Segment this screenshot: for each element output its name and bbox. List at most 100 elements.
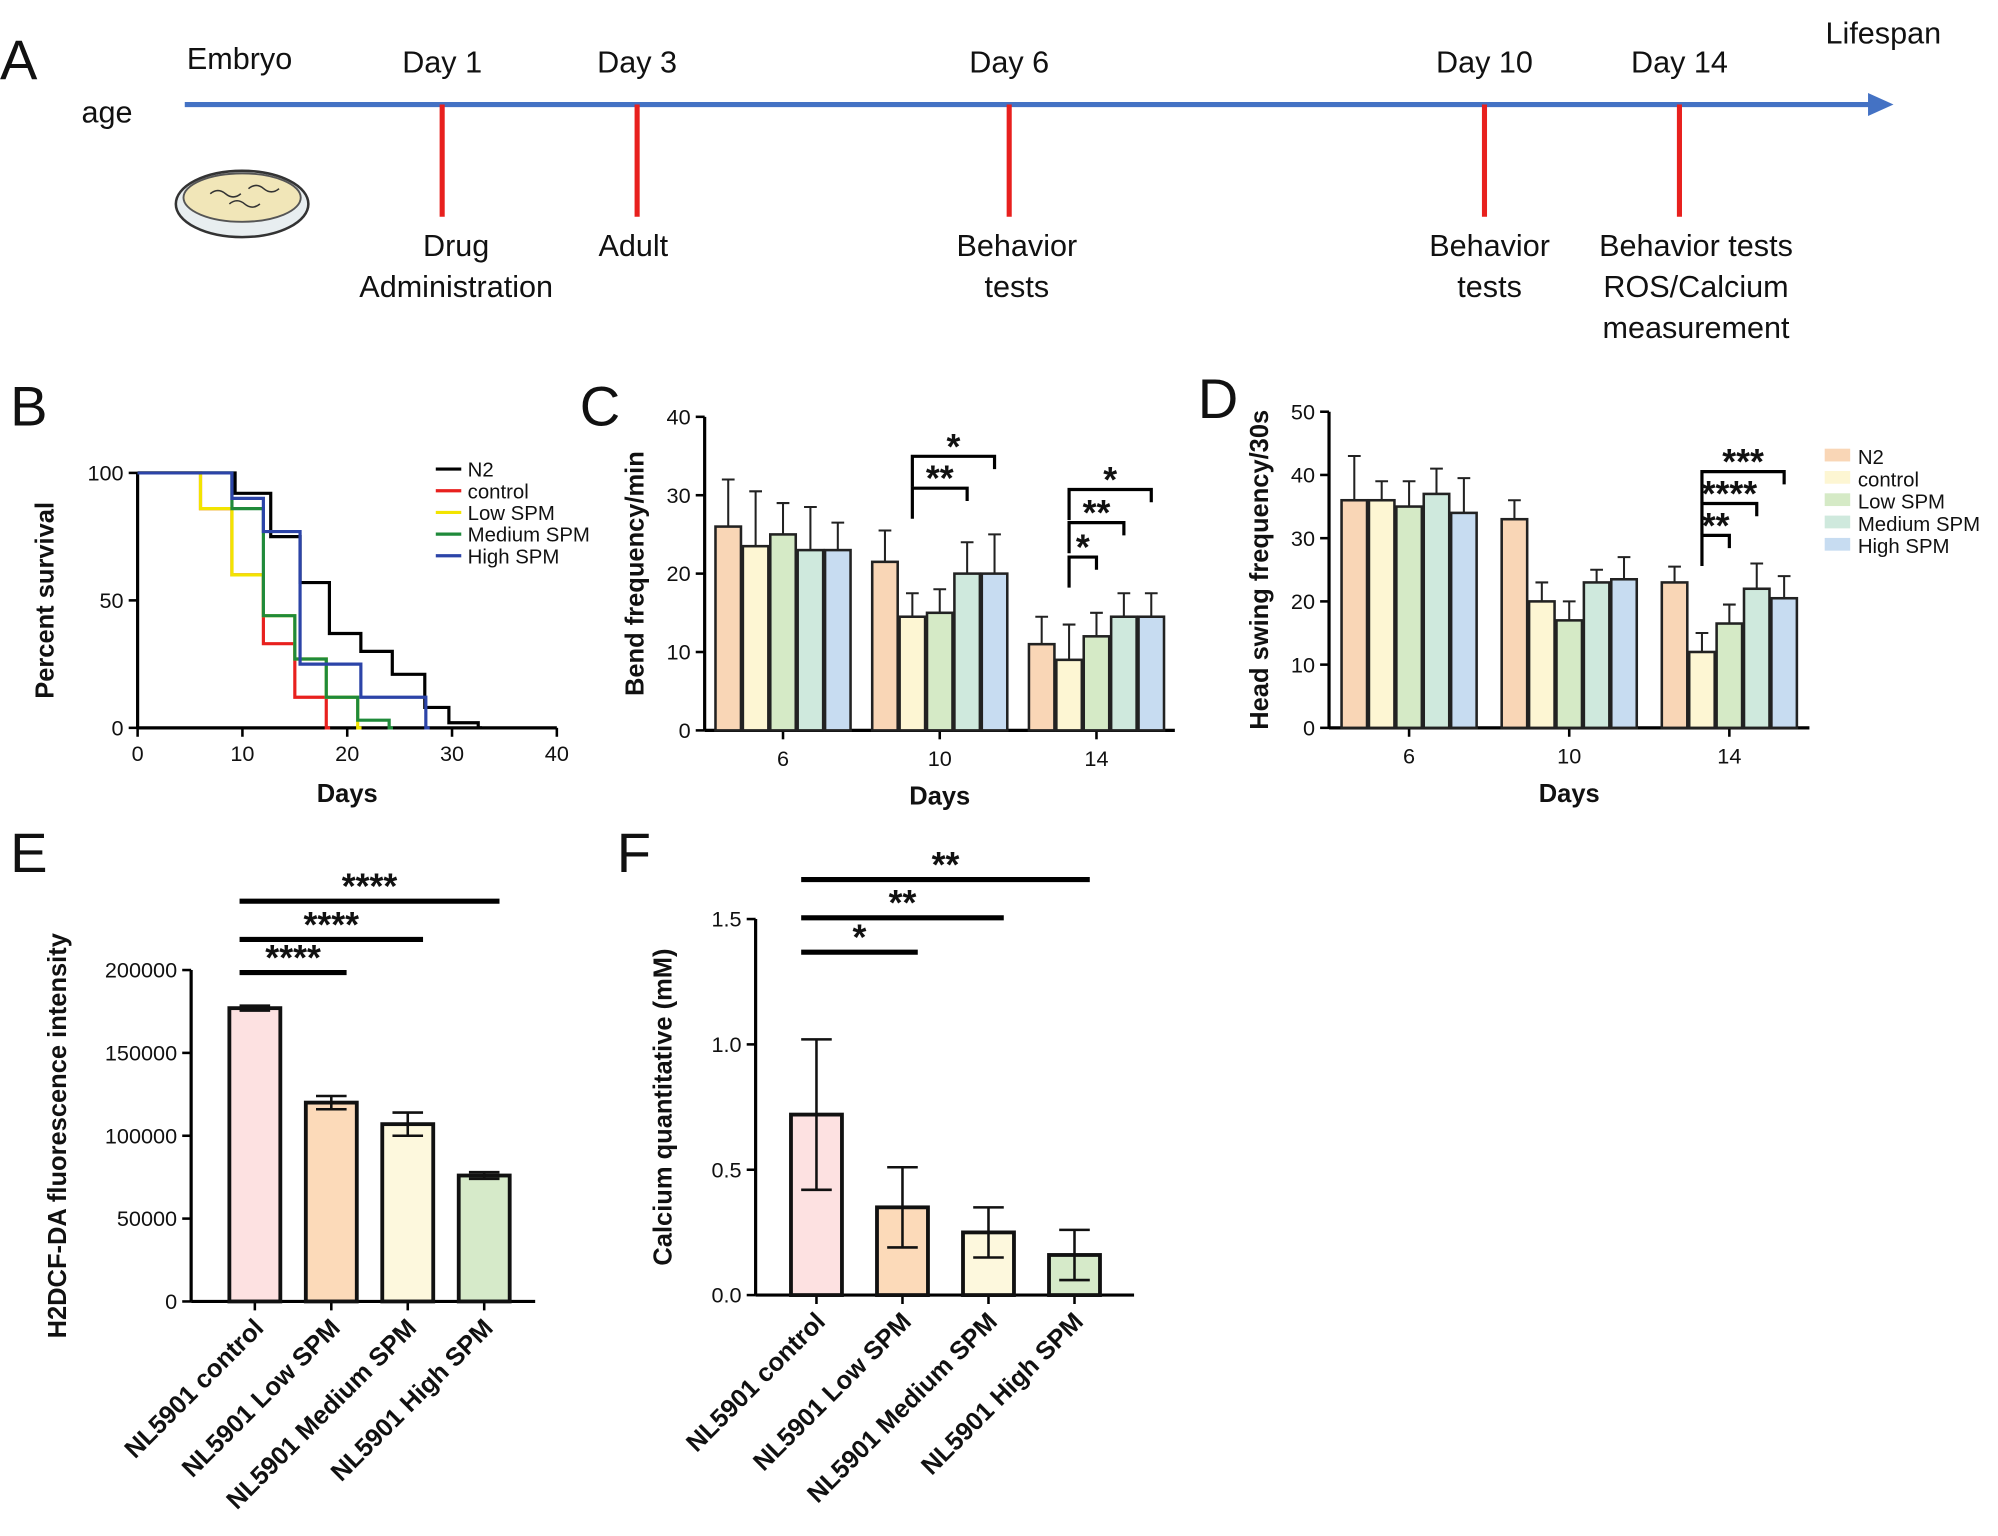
error-bar: [905, 592, 919, 617]
error-bar: [973, 1206, 1004, 1259]
y-tick-label: 50: [100, 588, 124, 613]
bar: [1367, 498, 1396, 730]
y-tick-label: 100: [87, 461, 123, 486]
x-tick-label: 10: [928, 746, 952, 771]
y-axis-title: H2DCF-DA fluorescence intensity: [44, 932, 72, 1338]
bar: [1027, 642, 1056, 732]
x-tick-label: 30: [440, 741, 464, 766]
error-bar: [1535, 581, 1549, 602]
error-bar: [1117, 592, 1131, 617]
significance-label: *: [1103, 460, 1117, 500]
significance-bracket: [1067, 521, 1126, 554]
error-bar: [1750, 562, 1764, 589]
significance-label: ****: [265, 938, 321, 978]
timeline-arrow: [1868, 93, 1894, 116]
bar: [714, 525, 743, 732]
y-axis-title: Head swing frequency/30s: [1246, 410, 1274, 730]
bar: [303, 1100, 359, 1304]
event-note: measurement: [1603, 311, 1790, 345]
error-bar: [960, 541, 974, 574]
bar: [1449, 511, 1478, 730]
bar: [1715, 622, 1744, 730]
survival-line: [137, 471, 430, 730]
bar: [1770, 596, 1799, 730]
y-tick-label: 0: [112, 715, 124, 740]
legend-swatch: [1824, 448, 1851, 462]
error-bar: [1695, 631, 1709, 652]
x-tick-label: 14: [1717, 744, 1741, 769]
error-bar: [1590, 568, 1603, 583]
error-bar: [878, 529, 892, 562]
event-note: ROS/Calcium: [1603, 270, 1788, 304]
error-bar: [1090, 611, 1103, 637]
significance-bracket: [1700, 501, 1759, 535]
significance-bracket: [1067, 555, 1099, 588]
bar: [741, 544, 770, 732]
legend-label: Low SPM: [468, 503, 555, 525]
significance-label: ****: [342, 867, 398, 907]
axis-label: age: [82, 95, 133, 129]
y-tick-label: 0.0: [712, 1283, 742, 1308]
start-label: Embryo: [187, 42, 292, 76]
panel-label: B: [10, 375, 47, 438]
survival-line: [137, 471, 393, 730]
legend-label: control: [468, 481, 529, 503]
bar: [227, 1006, 283, 1304]
legend-swatch: [1824, 493, 1851, 507]
panel-label: A: [0, 28, 38, 91]
x-tick-label: NL5901 Low SPM: [748, 1308, 917, 1477]
legend-label: High SPM: [468, 546, 560, 568]
significance-label: *: [853, 918, 867, 958]
event-note: Behavior tests: [1599, 229, 1793, 263]
error-bar: [239, 1004, 271, 1012]
error-bar: [1059, 1228, 1090, 1282]
y-tick-label: 40: [667, 404, 691, 429]
significance-label: **: [926, 459, 954, 499]
y-tick-label: 10: [1291, 652, 1315, 677]
bar: [380, 1122, 436, 1304]
bar: [796, 548, 825, 732]
y-axis-title: Calcium quantitative (mM): [650, 949, 678, 1266]
significance-label: **: [889, 883, 917, 923]
error-bar: [721, 478, 735, 527]
x-tick-label: 6: [777, 746, 789, 771]
significance-label: ***: [1722, 442, 1764, 482]
bar: [1582, 581, 1611, 730]
bar: [1109, 615, 1138, 732]
panel-label: C: [580, 375, 620, 438]
bar: [1555, 619, 1584, 730]
y-tick-label: 30: [667, 483, 691, 508]
x-tick-label: 40: [545, 741, 569, 766]
error-bar: [804, 505, 817, 551]
x-axis-title: Days: [909, 782, 970, 810]
bar: [769, 533, 798, 732]
y-tick-label: 0.5: [712, 1157, 742, 1182]
panel-label: F: [617, 821, 651, 884]
y-tick-label: 1.5: [712, 907, 742, 932]
error-bar: [1144, 592, 1158, 617]
error-bar: [1617, 556, 1631, 580]
significance-bracket: [910, 486, 969, 519]
bar: [823, 548, 852, 732]
y-tick-label: 30: [1291, 526, 1315, 551]
y-tick-label: 0: [679, 718, 691, 743]
significance-label: *: [947, 427, 961, 467]
event-note: Administration: [359, 270, 553, 304]
bar: [1340, 498, 1369, 730]
event-note: Adult: [598, 229, 668, 263]
bar: [1395, 505, 1424, 730]
significance-bracket: [910, 454, 997, 487]
event-note: Behavior: [957, 229, 1078, 263]
x-tick-label: NL5901 control: [119, 1314, 269, 1464]
event-note: Behavior: [1429, 229, 1550, 263]
event-note: Drug: [423, 229, 489, 263]
legend-label: High SPM: [1858, 536, 1950, 558]
x-tick-label: NL5901 High SPM: [916, 1308, 1089, 1481]
panel-label: E: [10, 821, 47, 884]
x-tick-label: 14: [1084, 746, 1108, 771]
error-bar: [1722, 603, 1736, 624]
event-note: tests: [1457, 270, 1522, 304]
error-bar: [1062, 623, 1076, 660]
significance-label: **: [932, 845, 960, 885]
